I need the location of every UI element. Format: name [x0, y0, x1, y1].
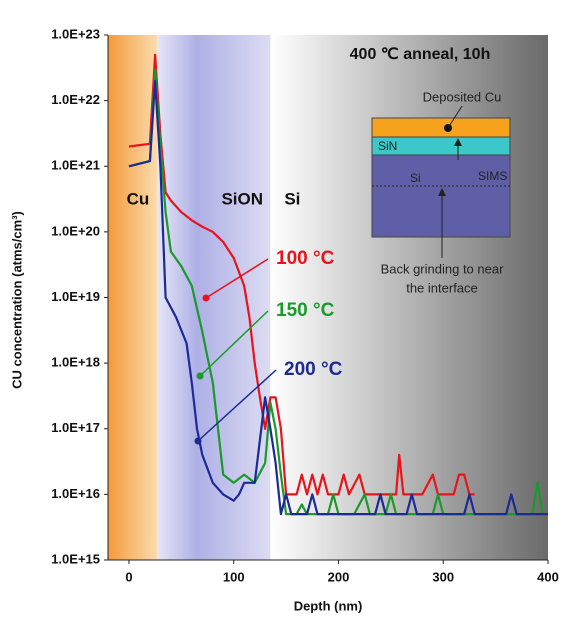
y-tick-label: 1.0E+16 — [51, 486, 100, 501]
region-label: Cu — [127, 189, 150, 208]
label-leader — [205, 258, 269, 299]
series-label: 100 °C — [276, 248, 335, 269]
inset-label: Si — [410, 171, 421, 185]
region-band — [108, 35, 158, 560]
label-leader — [197, 369, 277, 442]
x-tick-label: 200 — [328, 569, 350, 584]
series-label: 200 °C — [284, 359, 343, 380]
label-dot — [202, 294, 210, 302]
y-tick-label: 1.0E+23 — [51, 26, 100, 41]
inset-label: Deposited Cu — [423, 89, 502, 104]
inset-diagram: Deposited Cu SiN Si SIMS Back grinding t… — [371, 89, 511, 295]
y-tick-label: 1.0E+22 — [51, 92, 100, 107]
x-tick-label: 0 — [125, 569, 132, 584]
y-axis-label: CU concentration (atms/cm³) — [9, 211, 24, 389]
y-tick-label: 1.0E+19 — [51, 289, 100, 304]
x-tick-label: 300 — [432, 569, 454, 584]
inset-label: SiN — [378, 139, 397, 153]
label-dot — [194, 437, 202, 445]
region-label: SiON — [221, 189, 263, 208]
y-tick-label: 1.0E+18 — [51, 355, 100, 370]
label-dot — [196, 372, 204, 380]
series-label: 150 °C — [276, 300, 335, 321]
inset-si — [371, 154, 511, 238]
inset-cu — [371, 117, 511, 138]
y-tick-label: 1.0E+15 — [51, 551, 100, 566]
chart-title: 400 ℃ anneal, 10h — [350, 46, 491, 63]
inset-label: the interface — [406, 280, 478, 295]
y-tick-label: 1.0E+21 — [51, 158, 100, 173]
x-axis-label: Depth (nm) — [294, 598, 363, 613]
inset-leader — [447, 105, 463, 129]
x-tick-label: 400 — [537, 569, 559, 584]
region-label: Si — [284, 189, 300, 208]
inset-dot — [444, 124, 452, 132]
region-band — [270, 35, 548, 560]
y-tick-label: 1.0E+20 — [51, 223, 100, 238]
series-line — [128, 79, 548, 516]
inset-label: SIMS — [478, 169, 507, 183]
y-tick-label: 1.0E+17 — [51, 420, 100, 435]
label-leader — [199, 310, 269, 377]
region-band — [157, 35, 271, 560]
x-tick-label: 100 — [223, 569, 245, 584]
inset-label: Back grinding to near — [381, 261, 505, 276]
